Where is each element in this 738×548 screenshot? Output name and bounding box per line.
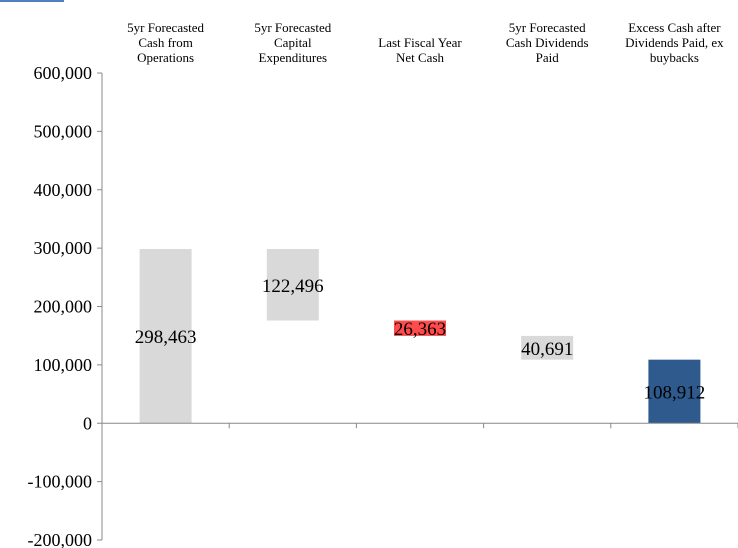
y-tick-label: 300,000 [34, 238, 93, 258]
category-label: Last Fiscal Year Net Cash [378, 35, 462, 65]
category-label-line: 5yr Forecasted [254, 20, 331, 35]
category-label-line: Net Cash [396, 50, 445, 65]
category-label: 5yr Forecasted Cash from Operations [127, 20, 204, 65]
y-tick-label: 500,000 [34, 121, 93, 141]
y-tick-label: 100,000 [34, 355, 93, 375]
y-tick-label: 0 [83, 413, 92, 433]
category-label-line: Dividends Paid, ex [625, 35, 724, 50]
y-tick-label: 200,000 [34, 297, 93, 317]
y-tick-label: 400,000 [34, 180, 93, 200]
bars [139, 249, 701, 424]
data-label: 298,463 [135, 327, 197, 348]
category-label-line: Excess Cash after [628, 20, 721, 35]
waterfall-bar [139, 249, 192, 424]
y-axis-ticks: 600,000 500,000 400,000 300,000 200,000 100,0… [28, 63, 102, 548]
category-label-line: Cash from [138, 35, 193, 50]
category-label: 5yr Forecasted Capital Expenditures [254, 20, 331, 65]
data-label: 40,691 [521, 339, 573, 360]
y-tick-label: -200,000 [28, 530, 93, 548]
data-labels: 298,463 122,496 26,363 40,691 108,912 [135, 276, 706, 404]
data-label: 26,363 [394, 319, 446, 340]
category-label-line: Cash Dividends [506, 35, 589, 50]
category-label-line: Expenditures [259, 50, 328, 65]
data-label: 122,496 [262, 276, 324, 297]
category-label-line: Capital [274, 35, 312, 50]
waterfall-bar [521, 335, 574, 360]
waterfall-bar [648, 359, 701, 424]
y-tick-label: 600,000 [34, 63, 93, 83]
category-label-line: 5yr Forecasted [509, 20, 586, 35]
waterfall-bar [266, 249, 319, 321]
top-left-accent [0, 0, 64, 2]
category-label: Excess Cash after Dividends Paid, ex buyba… [625, 20, 724, 65]
category-label-line: Last Fiscal Year [378, 35, 462, 50]
data-label: 108,912 [644, 382, 706, 403]
axes [101, 73, 738, 540]
waterfall-bar [394, 320, 446, 336]
category-label-line: Operations [137, 50, 194, 65]
y-tick-label: -100,000 [28, 472, 93, 492]
category-label: 5yr Forecasted Cash Dividends Paid [506, 20, 589, 65]
category-label-line: buybacks [650, 50, 699, 65]
category-label-line: Paid [536, 50, 560, 65]
category-label-line: 5yr Forecasted [127, 20, 204, 35]
